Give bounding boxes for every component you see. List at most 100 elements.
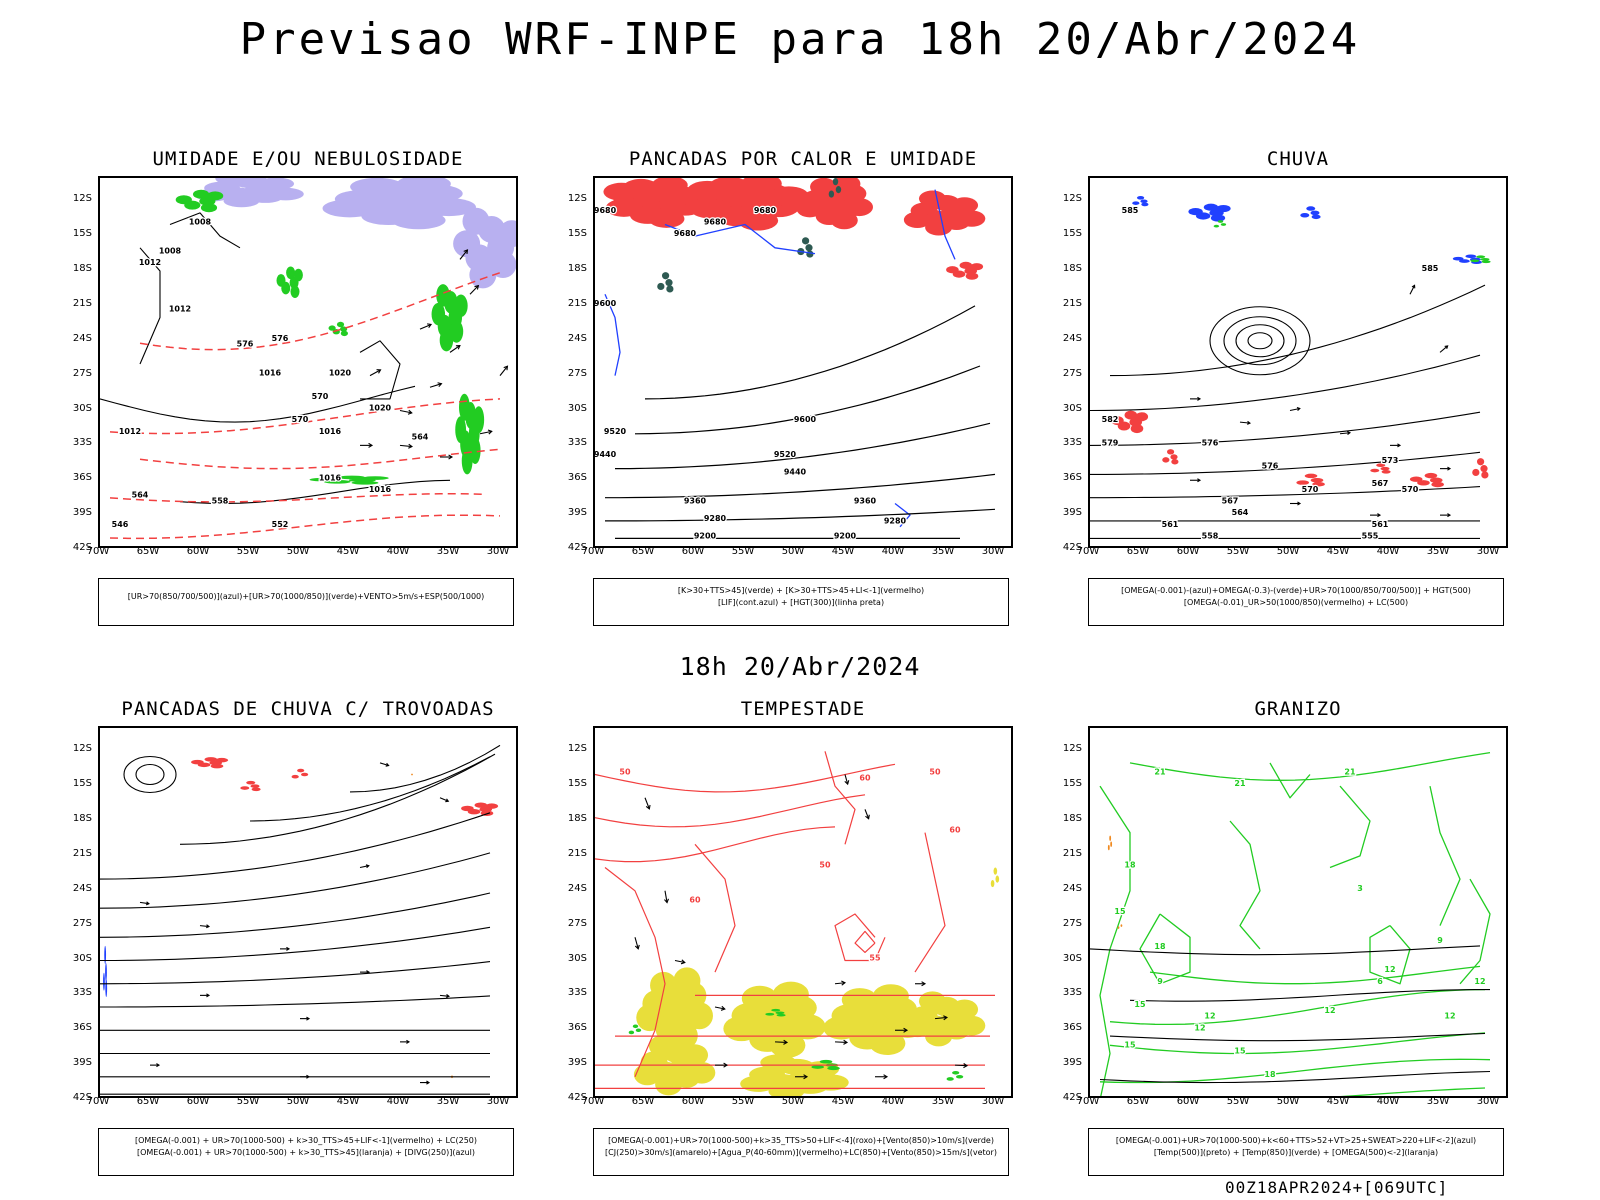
- thunder-red: [485, 803, 499, 809]
- panel-title: CHUVA: [1266, 148, 1330, 170]
- legend-box: [UR>70(850/700/500)](azul)+[UR>70(1000/8…: [98, 578, 514, 626]
- lon-tick-label: 60W: [681, 1096, 705, 1107]
- lc-850-contour: [834, 913, 886, 962]
- divergence-blue: [104, 945, 107, 964]
- jet-yellow: [723, 1015, 760, 1042]
- streamline-arrow: [1290, 501, 1302, 506]
- wind-green: [956, 1074, 964, 1079]
- lon-tick-label: 70W: [86, 1096, 110, 1107]
- humidity-850-500: [267, 187, 304, 201]
- thunder-red: [210, 763, 224, 769]
- contour-label: 576: [272, 334, 289, 343]
- humidity-1000-850: [293, 268, 303, 282]
- streamline-250: [179, 753, 496, 845]
- legend-line-1: [K>30+TTS>45](verde) + [K>30+TTS>45+LI<-…: [677, 586, 925, 595]
- contour-label: 582: [1102, 415, 1119, 424]
- temp-850-contour: [1340, 1087, 1486, 1096]
- instability-red: [830, 211, 858, 230]
- rain-red: [1409, 476, 1423, 482]
- wind-vector: [360, 442, 374, 448]
- humidity-1000-850: [473, 406, 485, 434]
- contour-label: 9600: [595, 299, 617, 308]
- lon-tick-label: 70W: [1076, 1096, 1100, 1107]
- lat-tick-label: 18S: [72, 813, 92, 824]
- instability-green: [805, 244, 813, 252]
- instability-green: [832, 178, 839, 186]
- contour-label: 9680: [704, 218, 727, 227]
- rain-red: [1381, 469, 1391, 474]
- contour-label: 576: [1262, 462, 1279, 471]
- rain-red: [1124, 410, 1138, 420]
- omega-green: [1213, 224, 1220, 228]
- contour-label: 12: [1444, 1012, 1455, 1021]
- contour-label: 546: [112, 520, 129, 529]
- instability-red: [925, 219, 953, 236]
- contour-label: 576: [237, 340, 254, 349]
- instability-green: [657, 282, 665, 291]
- thickness-contour: [109, 492, 486, 503]
- rain-red: [1166, 449, 1175, 455]
- lat-tick-label: 27S: [567, 917, 587, 929]
- lat-tick-label: 33S: [1062, 437, 1082, 449]
- lon-tick-label: 70W: [581, 1096, 605, 1107]
- jet-yellow: [655, 1073, 683, 1096]
- humidity-1000-850: [469, 437, 481, 465]
- contour-label: 60: [859, 773, 871, 782]
- lat-tick-label: 42S: [72, 542, 92, 553]
- contour-label: 9600: [794, 415, 817, 424]
- contour-label: 50: [619, 768, 631, 777]
- lon-tick-label: 45W: [1326, 546, 1350, 557]
- wind-vector: [844, 774, 850, 786]
- wind-vector: [834, 1039, 849, 1045]
- temp-850-contour: [1229, 820, 1261, 950]
- streamline-arrow: [139, 901, 150, 906]
- lat-tick-label: 18S: [567, 263, 587, 274]
- instability-red: [741, 178, 782, 194]
- lat-tick-label: 18S: [1062, 813, 1082, 824]
- humidity-1000-850: [286, 266, 296, 280]
- humidity-1000-850: [276, 274, 286, 287]
- contour-label: 12: [1384, 965, 1395, 974]
- lat-tick-label: 24S: [1062, 332, 1082, 344]
- legend-line-1: [OMEGA(-0.001)+UR>70(1000-500)+k<60+TTS>…: [1115, 1136, 1477, 1145]
- wind-vector: [644, 797, 651, 810]
- lat-tick-label: 18S: [72, 263, 92, 274]
- jet-yellow: [650, 971, 678, 999]
- humidity-1000-850: [207, 191, 224, 201]
- hgt-500-contour: [1109, 284, 1486, 377]
- lat-tick-label: 33S: [72, 987, 92, 999]
- lon-tick-label: 30W: [486, 546, 510, 557]
- lat-tick-label: 39S: [567, 507, 587, 519]
- hgt-500-contour: [1090, 486, 1481, 499]
- lat-tick-label: 30S: [1062, 952, 1082, 964]
- jet-yellow: [993, 867, 998, 875]
- contour-label: 585: [1122, 206, 1139, 215]
- temp-850-contour: [1329, 785, 1371, 869]
- panel-title: UMIDADE E/OU NEBULOSIDADE: [152, 148, 464, 170]
- temp-850-contour: [1129, 751, 1491, 781]
- rain-red: [1480, 465, 1488, 473]
- lat-tick-label: 27S: [567, 367, 587, 379]
- contour-label: 1012: [169, 305, 191, 314]
- lat-tick-label: 39S: [72, 507, 92, 519]
- humidity-1000-850: [458, 393, 470, 421]
- thunder-orange: [411, 773, 413, 776]
- lon-tick-label: 65W: [1126, 546, 1150, 557]
- lat-tick-label: 42S: [72, 1092, 92, 1103]
- lat-tick-label: 33S: [72, 437, 92, 449]
- streamline-arrow: [150, 1063, 161, 1068]
- contour-label: 15: [1124, 1041, 1136, 1050]
- contour-label: 9280: [704, 514, 727, 523]
- main-title: Previsao WRF-INPE para 18h 20/Abr/2024: [239, 14, 1361, 65]
- rain-red: [1476, 458, 1485, 466]
- contour-label: 570: [1302, 485, 1319, 494]
- humidity-1000-850: [175, 195, 192, 205]
- rain-red: [1312, 481, 1325, 487]
- lon-tick-label: 60W: [186, 546, 210, 557]
- contour-label: 1020: [329, 369, 352, 378]
- lon-tick-label: 70W: [581, 546, 605, 557]
- rain-red: [1111, 416, 1124, 426]
- pressure-contour: [169, 212, 241, 249]
- lat-tick-label: 27S: [72, 367, 92, 379]
- legend-box: [OMEGA(-0.001)+UR>70(1000-500)+k<60+TTS>…: [1088, 1128, 1504, 1176]
